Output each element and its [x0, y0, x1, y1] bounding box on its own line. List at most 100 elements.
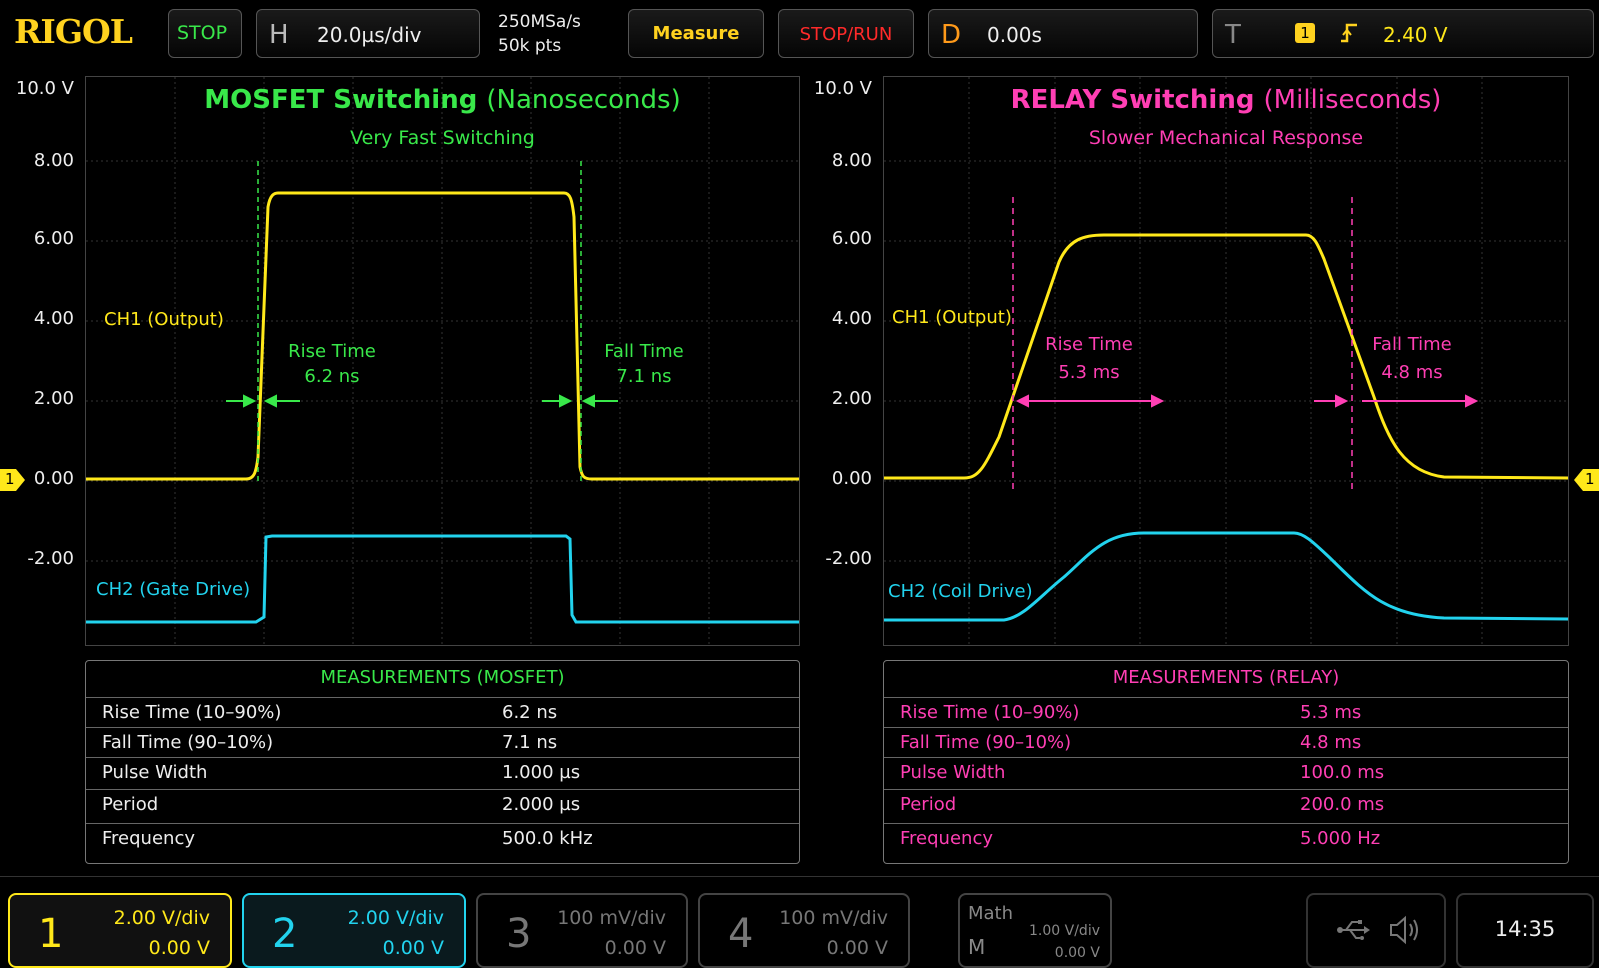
fall-time-value: 7.1 ns: [616, 366, 672, 387]
measurement-label: Fall Time (90–10%): [900, 732, 1072, 753]
math-m-label: M: [968, 935, 986, 959]
channel-4-button[interactable]: 4 100 mV/div 0.00 V: [698, 893, 910, 968]
y-tick-label: 2.00: [33, 388, 74, 409]
trigger-box[interactable]: T 1 2.40 V: [1212, 9, 1594, 58]
table-row: Frequency 500.0 kHz: [86, 823, 799, 854]
h-label: H: [269, 20, 289, 50]
relay-measurements-title: MEASUREMENTS (RELAY): [1112, 667, 1340, 688]
channel-2-button[interactable]: 2 2.00 V/div 0.00 V: [242, 893, 466, 968]
math-offset: 0.00 V: [1054, 945, 1100, 961]
table-row: Rise Time (10–90%) 6.2 ns: [86, 697, 799, 728]
clock: 14:35: [1494, 917, 1556, 941]
relay-fall-annotation: Fall Time 4.8 ms: [1362, 331, 1462, 387]
left-y-axis: 10.0 V 8.00 6.00 4.00 2.00 0.00 -2.00: [14, 76, 76, 576]
y-tick-label: 4.00: [831, 308, 872, 329]
table-row: Pulse Width 100.0 ms: [884, 757, 1568, 788]
mosfet-subtitle: Very Fast Switching: [350, 127, 535, 149]
y-tick-label: 0.00: [831, 468, 872, 489]
mosfet-fall-annotation: Fall Time 7.1 ns: [594, 339, 694, 389]
usb-icon: [1336, 917, 1370, 947]
y-tick-label: 10.0 V: [813, 78, 872, 99]
table-row: Fall Time (90–10%) 4.8 ms: [884, 727, 1568, 758]
channel-offset: 0.00 V: [826, 937, 888, 959]
measurement-label: Period: [900, 794, 957, 815]
relay-title-paren: (Milliseconds): [1263, 85, 1442, 115]
measure-button[interactable]: Measure: [628, 9, 764, 58]
relay-title: RELAY Switching (Milliseconds): [884, 85, 1568, 115]
relay-ch2-label: CH2 (Coil Drive): [888, 581, 1033, 602]
relay-title-main: RELAY Switching: [1010, 85, 1255, 115]
mosfet-title: MOSFET Switching (Nanoseconds): [86, 85, 799, 115]
sample-rate: 250MSa/s: [498, 12, 581, 32]
stop-run-button[interactable]: STOP/RUN: [778, 9, 914, 58]
mosfet-measurements-title: MEASUREMENTS (MOSFET): [320, 667, 565, 688]
relay-subtitle: Slower Mechanical Response: [1088, 127, 1364, 149]
channel-offset: 0.00 V: [148, 937, 210, 959]
rise-time-value: 5.3 ms: [1058, 362, 1120, 383]
clock-box: 14:35: [1456, 893, 1594, 968]
rise-time-label: Rise Time: [1045, 334, 1133, 355]
mosfet-waveform-plot[interactable]: MOSFET Switching (Nanoseconds) Very Fast…: [85, 76, 800, 646]
run-state-button[interactable]: STOP: [168, 9, 242, 58]
measurement-label: Pulse Width: [900, 762, 1006, 783]
measurement-label: Fall Time (90–10%): [102, 732, 274, 753]
rigol-logo: RIGOL: [14, 12, 133, 51]
relay-rise-annotation: Rise Time 5.3 ms: [1039, 331, 1139, 387]
timebase-value: 20.0µs/div: [317, 23, 422, 47]
y-tick-label: 4.00: [33, 308, 74, 329]
mosfet-measurements-table: MEASUREMENTS (MOSFET) Rise Time (10–90%)…: [85, 660, 800, 864]
measurement-value: 1.000 µs: [502, 762, 581, 783]
table-row: Fall Time (90–10%) 7.1 ns: [86, 727, 799, 758]
measurement-label: Frequency: [102, 828, 195, 849]
fall-time-value: 4.8 ms: [1381, 362, 1443, 383]
y-tick-label: 2.00: [831, 388, 872, 409]
y-tick-label: 10.0 V: [15, 78, 74, 99]
bottom-divider: [0, 876, 1599, 877]
channel-scale: 2.00 V/div: [347, 907, 444, 929]
mosfet-title-main: MOSFET Switching: [204, 85, 478, 115]
measurement-value: 5.3 ms: [1300, 702, 1362, 723]
channel-1-button[interactable]: 1 2.00 V/div 0.00 V: [8, 893, 232, 968]
horizontal-timebase-box[interactable]: H 20.0µs/div: [256, 9, 480, 58]
channel-scale: 100 mV/div: [557, 907, 666, 929]
mosfet-rise-annotation: Rise Time 6.2 ns: [282, 339, 382, 389]
measurement-value: 4.8 ms: [1300, 732, 1362, 753]
channel-scale: 2.00 V/div: [113, 907, 210, 929]
math-label: Math: [968, 903, 1014, 924]
stop-run-label: STOP/RUN: [799, 24, 893, 45]
measurement-label: Rise Time (10–90%): [102, 702, 282, 723]
table-row: Period 200.0 ms: [884, 789, 1568, 820]
measurement-value: 500.0 kHz: [502, 828, 593, 849]
channel-3-button[interactable]: 3 100 mV/div 0.00 V: [476, 893, 688, 968]
channel-number: 4: [728, 911, 754, 957]
run-state-label: STOP: [177, 22, 228, 44]
measurement-label: Pulse Width: [102, 762, 208, 783]
y-tick-label: -2.00: [27, 548, 74, 569]
y-tick-label: 8.00: [33, 150, 74, 171]
ch2-gate-drive-trace: [86, 534, 799, 624]
math-button[interactable]: Math M 1.00 V/div 0.00 V: [958, 893, 1112, 968]
measurement-value: 7.1 ns: [502, 732, 558, 753]
measurement-value: 2.000 µs: [502, 794, 581, 815]
d-label: D: [941, 20, 962, 50]
y-tick-label: 8.00: [831, 150, 872, 171]
measurement-value: 100.0 ms: [1300, 762, 1385, 783]
speaker-icon: [1388, 915, 1422, 949]
relay-waveform-plot[interactable]: RELAY Switching (Milliseconds) Slower Me…: [883, 76, 1569, 646]
trigger-level: 2.40 V: [1383, 23, 1448, 47]
acquisition-info: 250MSa/s 50k pts: [498, 10, 581, 58]
ch2-coil-drive-trace: [884, 531, 1568, 622]
mosfet-ch1-label: CH1 (Output): [104, 309, 224, 330]
channel-scale: 100 mV/div: [779, 907, 888, 929]
channel-number: 3: [506, 911, 532, 957]
delay-box[interactable]: D 0.00s: [928, 9, 1198, 58]
measurement-label: Period: [102, 794, 159, 815]
measurement-value: 200.0 ms: [1300, 794, 1385, 815]
mosfet-ch2-label: CH2 (Gate Drive): [96, 579, 251, 600]
ch1-ground-marker-right[interactable]: 1: [1573, 469, 1599, 491]
right-y-axis: 10.0 V 8.00 6.00 4.00 2.00 0.00 -2.00: [812, 76, 874, 576]
ch1-ground-marker-left[interactable]: 1: [0, 469, 26, 491]
usb-audio-status[interactable]: [1306, 893, 1446, 968]
y-tick-label: 6.00: [831, 228, 872, 249]
trigger-source-badge: 1: [1295, 23, 1315, 43]
